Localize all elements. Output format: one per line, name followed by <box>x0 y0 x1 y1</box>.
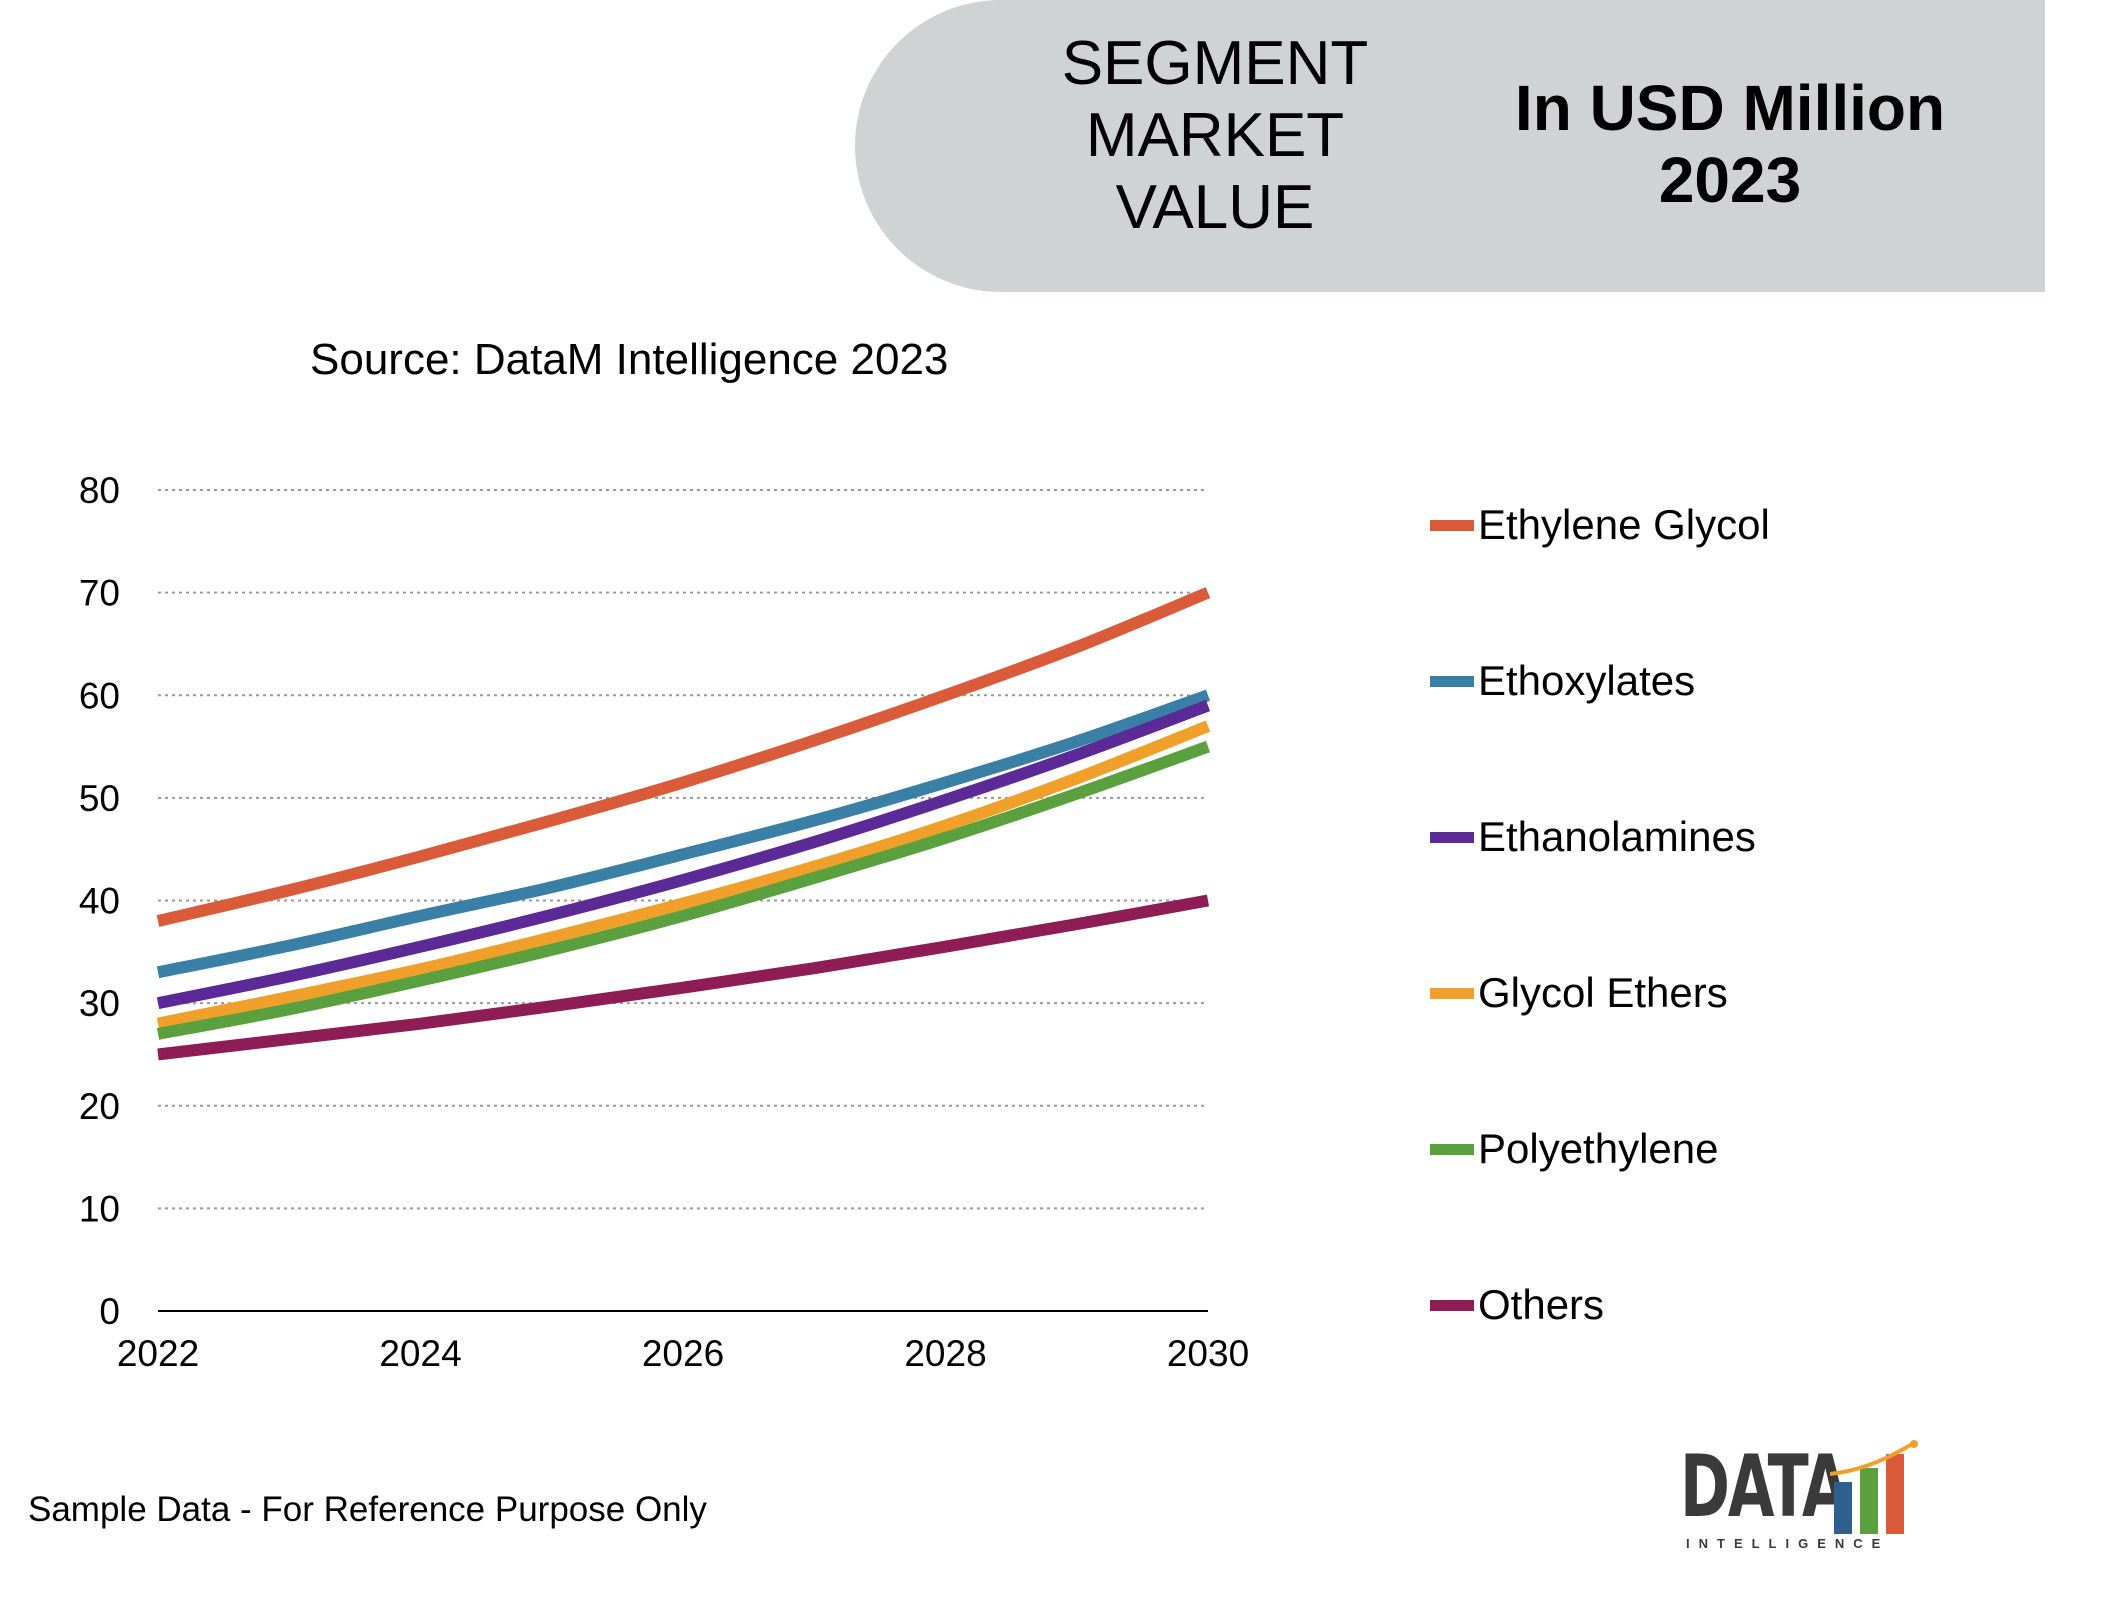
legend-label: Ethanolamines <box>1478 813 1756 860</box>
legend-label: Others <box>1478 1281 1605 1328</box>
series-line-ethanolamines <box>156 699 1211 1010</box>
x-tick-label: 2028 <box>904 1333 986 1374</box>
datam-logo: DATA INTELLIGENCE <box>1680 1440 1920 1570</box>
header-right-line-1: In USD Million <box>1514 72 1946 144</box>
x-tick-label: 2026 <box>642 1333 724 1374</box>
legend-swatch <box>1430 1143 1474 1155</box>
logo-subtext: INTELLIGENCE <box>1686 1536 1890 1551</box>
y-tick-label: 80 <box>79 470 120 511</box>
header-right-line-2: 2023 <box>1658 144 1802 216</box>
y-tick-label: 0 <box>99 1291 120 1332</box>
legend-item-ethoxylates: Ethoxylates <box>1430 656 1990 706</box>
header-banner <box>855 0 2045 292</box>
header-left-line-2: MARKET <box>1085 101 1345 170</box>
legend-item-glycol-ethers: Glycol Ethers <box>1430 968 1990 1018</box>
series-line-ethylene-glycol <box>156 587 1211 927</box>
y-tick-label: 40 <box>79 881 120 922</box>
series-line-polyethylene <box>156 740 1211 1040</box>
legend-label: Polyethylene <box>1478 1125 1719 1172</box>
header-segment-title: SEGMENT MARKET VALUE <box>1015 28 1415 244</box>
y-tick-label: 10 <box>79 1188 120 1229</box>
legend-item-ethylene-glycol: Ethylene Glycol <box>1430 500 1990 550</box>
y-tick-label: 50 <box>79 778 120 819</box>
logo-bars-icon <box>1830 1440 1918 1534</box>
legend-item-polyethylene: Polyethylene <box>1430 1124 1990 1174</box>
logo-text: DATA <box>1680 1437 1849 1537</box>
y-tick-label: 30 <box>79 983 120 1024</box>
legend-label: Ethylene Glycol <box>1478 501 1770 548</box>
header-unit-title: In USD Million 2023 <box>1470 72 1990 216</box>
x-tick-label: 2022 <box>117 1333 199 1374</box>
legend-swatch <box>1430 831 1474 843</box>
legend-swatch <box>1430 987 1474 999</box>
y-tick-label: 20 <box>79 1086 120 1127</box>
series-line-ethoxylates <box>156 689 1210 979</box>
x-tick-label: 2024 <box>379 1333 461 1374</box>
y-tick-label: 70 <box>79 573 120 614</box>
chart-source: Source: DataM Intelligence 2023 <box>310 335 949 384</box>
y-tick-label: 60 <box>79 675 120 716</box>
legend-label: Ethoxylates <box>1478 657 1696 704</box>
series-line-others <box>157 894 1210 1061</box>
x-tick-label: 2030 <box>1167 1333 1249 1374</box>
header-left-line-1: SEGMENT <box>1061 29 1369 98</box>
footer-note: Sample Data - For Reference Purpose Only <box>28 1490 707 1529</box>
header-left-line-3: VALUE <box>1115 173 1315 242</box>
legend-label: Glycol Ethers <box>1478 969 1728 1016</box>
legend-item-others: Others <box>1430 1280 1990 1330</box>
legend-swatch <box>1430 675 1474 687</box>
legend-swatch <box>1430 1299 1474 1311</box>
legend-item-ethanolamines: Ethanolamines <box>1430 812 1990 862</box>
legend-swatch <box>1430 519 1474 531</box>
series-line-glycol-ethers <box>156 720 1211 1030</box>
